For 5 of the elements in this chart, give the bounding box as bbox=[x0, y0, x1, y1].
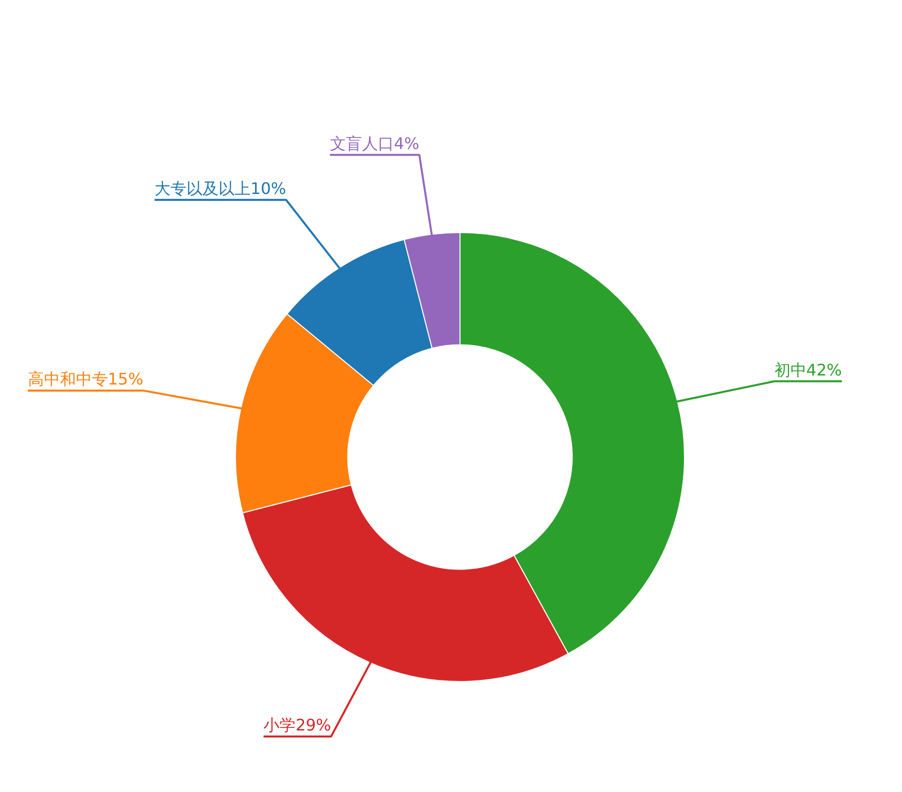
slice-label: 大专以及以上10% bbox=[154, 179, 286, 198]
slice-label: 高中和中专15% bbox=[28, 370, 144, 389]
slice-label: 文盲人口4% bbox=[330, 134, 420, 154]
slice-label: 小学29% bbox=[264, 716, 332, 735]
slice-label: 初中42% bbox=[774, 360, 842, 380]
